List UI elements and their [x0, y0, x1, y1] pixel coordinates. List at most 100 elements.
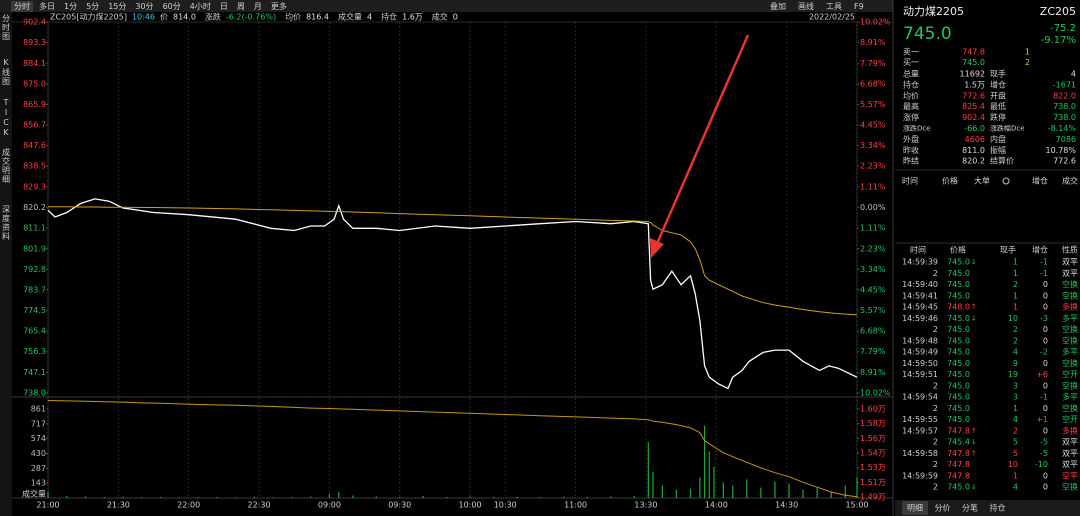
y-tick-label: 143	[31, 479, 46, 488]
y-tick-label: 902.4	[23, 18, 46, 27]
y-tick-label: 829.3	[23, 182, 46, 191]
trade-time: 14:59:45	[902, 303, 938, 312]
trade-price: 745.0	[947, 483, 970, 492]
trade-volume: 4	[1013, 415, 1018, 424]
info-value: 4	[367, 13, 372, 22]
tick-header[interactable]: 成交	[1062, 176, 1078, 186]
period-tab[interactable]: 日	[220, 2, 228, 11]
stat-label: 昨结	[903, 156, 919, 166]
trade-price: 748.0	[947, 303, 970, 312]
volume-bar	[703, 425, 706, 498]
y2-tick-label: 6.68%	[860, 327, 886, 336]
trade-time: 14:59:46	[902, 314, 938, 323]
side-tab[interactable]: K线图	[2, 58, 11, 86]
volume-bar	[539, 497, 542, 498]
trade-oi: 0	[1043, 336, 1048, 345]
volume-bar	[469, 496, 471, 498]
trade-volume: 2	[1013, 280, 1018, 289]
trade-time: 14:59:55	[902, 415, 938, 424]
period-tab[interactable]: 1分	[64, 2, 77, 11]
volume-bar	[689, 488, 692, 498]
stat-value: 1.5万	[964, 80, 985, 89]
y2-tick-label: 1.11%	[860, 182, 886, 191]
x-tick-label: 22:00	[177, 501, 200, 510]
trade-type: 多换	[1062, 425, 1078, 435]
y2-tick-label: 8.91%	[860, 38, 886, 47]
period-tab[interactable]: 60分	[163, 2, 181, 11]
tick-header[interactable]: 价格	[942, 176, 958, 186]
side-tab[interactable]: 深度资料	[2, 205, 11, 241]
y2-tick-label: 1.51万	[860, 478, 886, 487]
trade-type: 多换	[1062, 302, 1078, 312]
trade-volume: 9	[1013, 359, 1018, 368]
y-tick-label: 838.5	[23, 162, 46, 171]
period-tab[interactable]: 月	[254, 2, 262, 11]
trade-time: 14:59:59	[902, 471, 938, 480]
trades-header: 现手	[1000, 245, 1016, 255]
trade-time: 14:59:54	[902, 393, 938, 402]
trade-arrow: ↓	[971, 258, 977, 266]
stat-value: 902.4	[962, 113, 985, 122]
stat-label: 涨跌Dce	[903, 124, 931, 133]
panel-tab[interactable]: 持仓	[990, 503, 1006, 513]
volume-bar	[675, 489, 678, 498]
panel-tab[interactable]: 分价	[935, 504, 951, 513]
stat-value: 738.0	[1053, 113, 1076, 122]
period-tab[interactable]: 多日	[39, 1, 55, 11]
side-tab[interactable]: 分时图	[2, 14, 11, 41]
y2-tick-label: 3.34%	[860, 265, 886, 274]
trade-oi: 0	[1043, 426, 1048, 435]
y2-tick-label: 5.57%	[860, 306, 886, 315]
y-tick-label: 792.8	[23, 265, 46, 274]
x-tick-label: 09:30	[388, 501, 411, 510]
stat-label: 现手	[990, 69, 1006, 79]
period-tab[interactable]: 15分	[108, 2, 126, 11]
tick-header[interactable]: 时间	[902, 176, 918, 186]
trade-volume: 10	[1008, 314, 1018, 323]
trade-time: 14:59:57	[902, 426, 938, 435]
y2-tick-label: 1.60万	[860, 404, 886, 413]
trade-volume: 19	[1008, 370, 1018, 379]
volume-bar	[291, 496, 293, 498]
trade-time: 2	[933, 438, 938, 447]
stat-label: 开盘	[990, 90, 1006, 100]
period-tab[interactable]: 5分	[86, 2, 99, 11]
tool-button[interactable]: F9	[854, 2, 864, 11]
period-tab[interactable]: 30分	[135, 2, 153, 11]
stat-label: 总量	[903, 69, 919, 79]
book-label: 卖一	[903, 48, 919, 57]
tool-button[interactable]: 叠加	[770, 1, 786, 11]
tool-button[interactable]: 画线	[798, 1, 814, 11]
y-tick-label: 811.1	[23, 224, 46, 233]
trade-volume: 4	[1013, 348, 1018, 357]
x-tick-label: 09:00	[318, 501, 341, 510]
volume-bar	[661, 485, 663, 498]
volume-bar	[788, 483, 790, 498]
info-label: 价	[160, 13, 168, 22]
period-tab[interactable]: 更多	[271, 1, 287, 11]
trade-volume: 2	[1013, 426, 1018, 435]
period-tab[interactable]: 周	[237, 2, 245, 11]
tool-button[interactable]: 工具	[826, 2, 842, 11]
volume-bar	[216, 496, 218, 498]
volume-bar	[647, 442, 649, 498]
volume-bar	[722, 482, 724, 498]
y2-tick-label: 2.23%	[860, 244, 886, 253]
period-tab[interactable]: 分时	[14, 1, 30, 11]
trade-volume: 2	[1013, 336, 1018, 345]
side-tab[interactable]: TICK	[2, 98, 11, 138]
period-tab[interactable]: 4小时	[190, 1, 211, 11]
settings-icon[interactable]	[1002, 177, 1010, 185]
trade-type: 空换	[1062, 335, 1078, 345]
y2-tick-label: 10.02%	[860, 389, 891, 398]
tick-header[interactable]: 大单	[974, 176, 990, 186]
tick-header[interactable]: 增仓	[1032, 176, 1048, 186]
panel-tab[interactable]: 分笔	[962, 503, 978, 513]
stat-value: 738.0	[1053, 102, 1076, 111]
panel-tab[interactable]: 明细	[907, 503, 923, 513]
y2-tick-label: 3.34%	[860, 141, 886, 150]
y-tick-label: 430	[31, 449, 46, 458]
side-tab[interactable]: 成交明细	[2, 147, 11, 184]
stat-value: 11692	[960, 70, 985, 79]
date: 2022/02/25	[809, 13, 855, 22]
